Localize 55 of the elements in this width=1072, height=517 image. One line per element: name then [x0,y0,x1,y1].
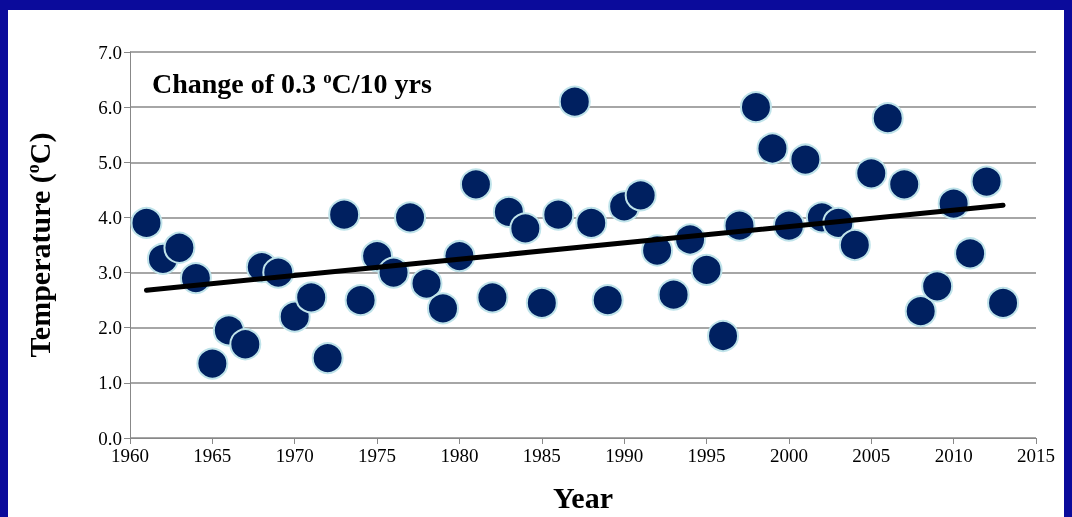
x-tick-label: 1985 [522,445,561,466]
x-tick-label: 2010 [934,445,973,466]
point [410,267,443,300]
point [657,278,690,311]
y-tick-label: 5.0 [98,151,122,173]
x-tick-label: 1980 [440,445,479,466]
x-tick-label: 2005 [852,445,891,466]
y-tick-label: 3.0 [98,262,122,284]
point [954,237,987,270]
point [196,347,229,380]
point [558,85,591,118]
point [739,91,772,124]
x-tick-label: 1965 [193,445,232,466]
y-tick-label: 6.0 [98,96,122,118]
point [888,168,921,201]
x-tick-label: 1990 [605,445,644,466]
point [970,165,1003,198]
point [756,132,789,165]
point [394,201,427,234]
point [344,284,377,317]
point [987,286,1020,319]
point [163,231,196,264]
y-tick-label: 7.0 [98,41,122,63]
point [838,229,871,261]
point [855,157,888,190]
x-tick-label: 1995 [687,445,726,466]
text: Change of 0.3 $^{o}$C/10 yrs [152,68,432,101]
y-tick-label: 2.0 [98,317,122,339]
point [624,179,657,212]
point [476,281,509,314]
x-axis-title: Year [553,480,613,514]
point [311,342,344,375]
x-tick-label: 1975 [358,445,397,466]
point [591,284,624,317]
point [921,270,954,303]
point [295,281,328,314]
point [575,206,608,239]
y-tick-label: 4.0 [98,206,122,228]
point [690,253,723,286]
point [542,198,575,231]
point [525,286,558,319]
point [904,295,937,328]
x-tick-label: 2000 [769,445,808,466]
point [871,102,904,135]
point [459,168,492,201]
point [427,292,459,325]
point [229,328,262,361]
point [509,212,542,245]
point [328,198,361,231]
point [789,143,822,176]
point [130,206,163,239]
x-tick-label: 1970 [275,445,314,466]
y-tick-label: 1.0 [98,372,122,394]
x-tick-label: 2015 [1017,445,1055,466]
point [707,319,740,352]
